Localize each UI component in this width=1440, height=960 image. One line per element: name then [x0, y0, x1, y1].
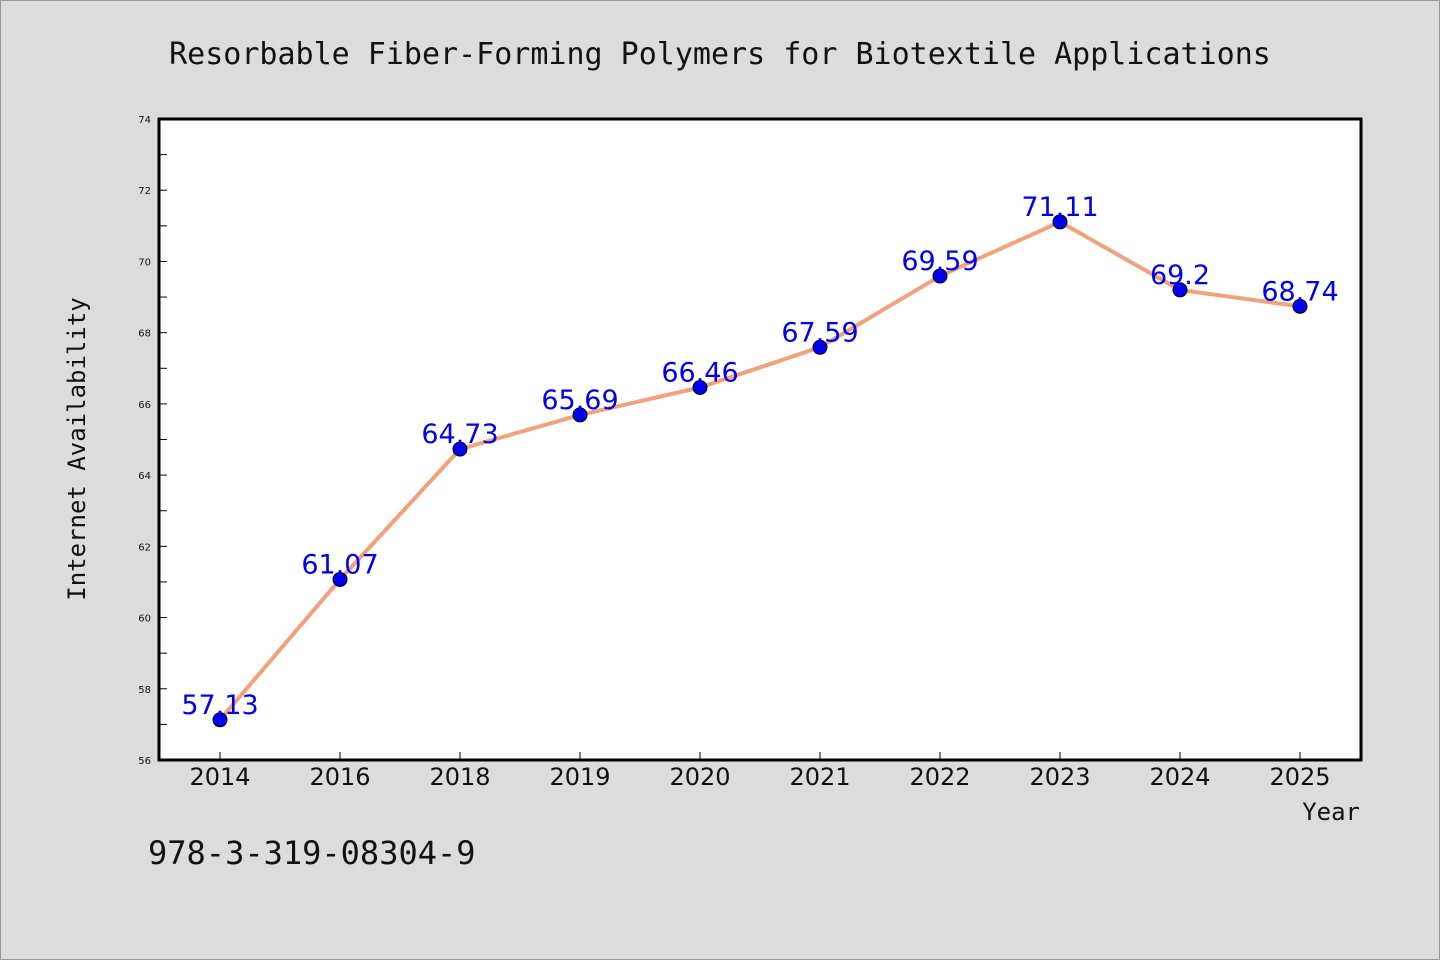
x-tick-label: 2023	[1029, 763, 1090, 791]
data-point	[692, 380, 708, 396]
data-label: 69.59	[901, 246, 978, 277]
data-label: 57.13	[181, 690, 258, 721]
plot-area	[157, 117, 1363, 762]
x-tick-label: 2020	[669, 763, 730, 791]
data-point	[572, 407, 588, 423]
chart-title: Resorbable Fiber-Forming Polymers for Bi…	[169, 37, 1271, 72]
series-layer: 57.13 61.07 64.73 65.69 66.46 67.59 69.59 71.11…	[181, 192, 1339, 728]
x-tick-label: 2024	[1149, 763, 1210, 791]
x-tick-label: 2019	[549, 763, 610, 791]
y-axis-ticks: 56 58 60 62 64 66 68 70 72 74	[138, 115, 167, 767]
x-tick-label: 2016	[309, 763, 370, 791]
data-point	[1052, 214, 1068, 230]
y-tick-label: 70	[138, 257, 151, 268]
x-tick-label: 2014	[189, 763, 250, 791]
isbn-footer: 978-3-319-08304-9	[148, 834, 476, 872]
x-axis-label: Year	[1302, 798, 1360, 826]
data-label: 69.2	[1150, 260, 1210, 291]
x-axis-ticks: 2014 2016 2018 2019 2020 2021 2022 2023 2024 2025	[189, 752, 1331, 791]
data-point	[812, 339, 828, 355]
data-label: 65.69	[541, 385, 618, 416]
data-point	[332, 571, 348, 587]
y-tick-label: 56	[138, 756, 151, 767]
y-tick-label: 64	[138, 471, 151, 482]
data-label: 71.11	[1021, 192, 1098, 223]
data-label: 64.73	[421, 419, 498, 450]
data-point	[212, 712, 228, 728]
y-tick-label: 74	[138, 115, 151, 126]
y-axis-label: Internet Availability	[63, 297, 91, 600]
y-tick-label: 68	[138, 329, 151, 340]
data-point	[1292, 298, 1308, 314]
x-tick-label: 2022	[909, 763, 970, 791]
data-point	[452, 441, 468, 457]
y-tick-label: 58	[138, 685, 151, 696]
x-tick-label: 2018	[429, 763, 490, 791]
x-tick-label: 2025	[1269, 763, 1330, 791]
y-tick-label: 66	[138, 400, 151, 411]
y-tick-label: 72	[138, 186, 151, 197]
data-label: 67.59	[781, 317, 858, 348]
y-tick-label: 62	[138, 542, 151, 553]
data-point	[932, 268, 948, 284]
x-tick-label: 2021	[789, 763, 850, 791]
y-tick-label: 60	[138, 614, 151, 625]
data-point	[1172, 282, 1188, 298]
series-line	[218, 219, 1301, 722]
data-label: 66.46	[661, 358, 738, 389]
data-label: 61.07	[301, 549, 378, 580]
data-label: 68.74	[1261, 276, 1338, 307]
